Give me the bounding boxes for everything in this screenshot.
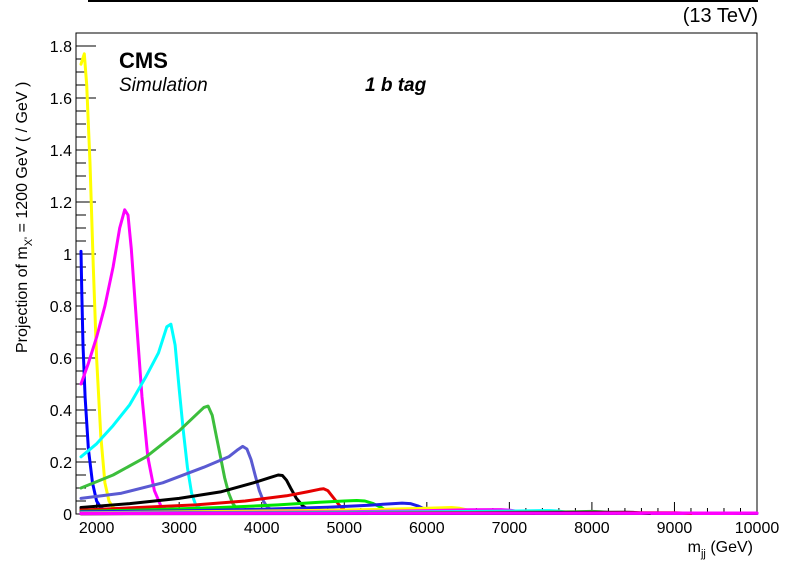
series-line <box>79 404 429 515</box>
x-tick-label: 2000 <box>79 520 115 537</box>
x-tick-label: 4000 <box>244 520 280 537</box>
y-tick-label: 0.6 <box>50 351 72 368</box>
series-line <box>79 208 759 515</box>
y-tick-label: 1.8 <box>50 39 72 56</box>
x-axis: 2000 3000 4000 5000 6000 7000 8000 9000 10000 <box>79 502 780 537</box>
tag-label: 1 b tag <box>365 75 427 96</box>
y-axis-label: Projection of mX' = 1200 GeV ( / GeV ) <box>14 82 35 353</box>
simulation-label: Simulation <box>119 75 208 96</box>
x-tick-label: 3000 <box>161 520 197 537</box>
y-tick-label: 1.2 <box>50 195 72 212</box>
y-tick-label: 0 <box>63 507 72 524</box>
x-tick-label: 5000 <box>326 520 362 537</box>
x-tick-label: 10000 <box>735 520 780 537</box>
x-tick-label: 9000 <box>657 520 693 537</box>
y-tick-label: 1.4 <box>50 143 72 160</box>
plot-frame <box>75 32 758 515</box>
y-tick-label: 0.2 <box>50 455 72 472</box>
y-tick-label: 0.4 <box>50 403 72 420</box>
series-line <box>79 511 759 515</box>
y-tick-label: 1.6 <box>50 91 72 108</box>
series-line <box>79 52 264 515</box>
y-axis: 0 0.2 0.4 0.6 0.8 1 1.2 1.4 1.6 1.8 <box>50 39 96 524</box>
energy-label: (13 TeV) <box>683 5 758 27</box>
x-tick-label: 6000 <box>409 520 445 537</box>
x-tick-label: 8000 <box>574 520 610 537</box>
y-tick-label: 1 <box>63 247 72 264</box>
y-tick-label: 0.8 <box>50 299 72 316</box>
x-tick-label: 7000 <box>492 520 528 537</box>
cms-label: CMS <box>119 48 168 73</box>
series-group <box>79 52 759 516</box>
x-axis-label: mjj (GeV) <box>688 539 753 560</box>
